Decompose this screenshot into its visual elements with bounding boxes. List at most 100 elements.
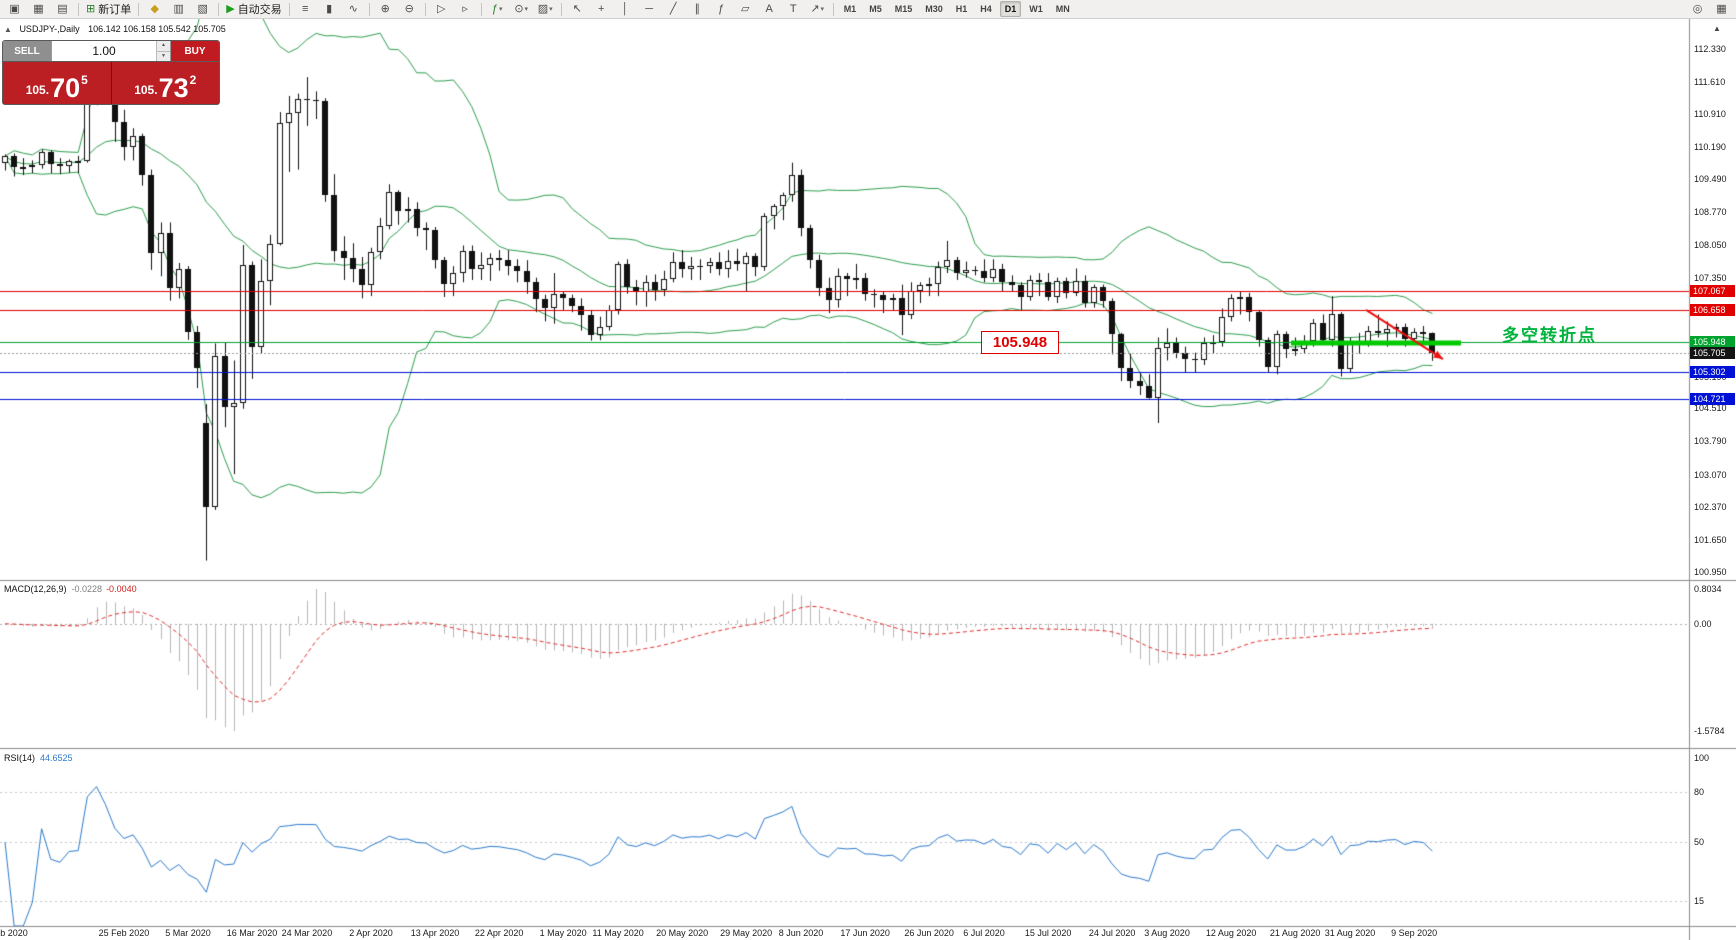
help-icon-glyph: ▦ [1716,2,1727,15]
cursor-icon[interactable]: ↖ [566,0,589,19]
fibonacci-icon[interactable]: ƒ [710,0,733,19]
zoom-out-icon[interactable]: ⊖ [398,0,421,19]
timeframe-m1-button[interactable]: M1 [843,4,857,14]
help-icon[interactable]: ▦ [1710,0,1733,19]
rsi-value: 44.6525 [40,753,73,763]
sell-button[interactable]: 105. 70 5 [3,62,111,104]
bar-chart-icon[interactable]: ≡ [294,0,317,19]
chart-shift-icon: ▹ [462,2,468,15]
templates-icon[interactable]: ▨ ▾ [534,0,557,19]
market-watch-icon: ▤ [57,2,68,15]
line-chart-icon[interactable]: ∿ [342,0,365,19]
timeframe-d1-button[interactable]: D1 [999,1,1022,17]
arrows-dropdown-icon: ▾ [820,6,825,13]
periods-dropdown-icon: ▾ [524,6,529,13]
price-axis-scroll-marker[interactable]: ▲ [1713,24,1721,33]
buy-price-big: 73 [158,72,189,103]
arrows-icon[interactable]: ↗ ▾ [806,0,829,19]
timeframe-w1-button[interactable]: W1 [1029,4,1043,14]
zoom-in-icon[interactable]: ⊕ [374,0,397,19]
bar-chart-icon: ≡ [301,2,309,15]
volume-field: ▲ ▼ [51,41,171,61]
chart-shift-icon[interactable]: ▹ [454,0,477,19]
trendline-icon[interactable]: ╱ [662,0,685,19]
new-order-icon: ⊞ [86,2,96,15]
one-click-trading-panel: SELL ▲ ▼ BUY 105.705 105.732 [2,40,220,105]
indicators-icon[interactable]: ƒ ▾ [486,0,509,19]
crosshair-icon[interactable]: + [590,0,613,19]
horizontal-line-icon[interactable]: ─ [638,0,661,19]
timeframe-m30-button[interactable]: M30 [925,4,943,14]
search-icon-glyph: ◎ [1692,2,1703,15]
sell-tab[interactable]: SELL [3,41,51,61]
volume-increase-button[interactable]: ▲ [157,41,170,52]
macd-signal-value: -0.0040 [106,584,137,594]
toolbar-separator [560,2,562,16]
sell-price-prefix: 105. [25,83,50,97]
macd-label: MACD(12,26,9) -0.0228 -0.0040 [4,584,137,594]
toolbar-separator [832,2,834,16]
chart-symbol-period: USDJPY-,Daily [19,24,80,34]
turning-point-annotation[interactable]: 多空转折点 [1502,326,1597,345]
market-watch-icon[interactable]: ▤ [51,0,74,19]
buy-button[interactable]: 105. 73 2 [111,62,219,104]
new-chart-icon[interactable]: ▣ [3,0,26,19]
chart-profiles-icon: ▦ [33,2,44,15]
timeframe-mn-button[interactable]: MN [1055,4,1070,14]
terminal-icon[interactable]: ▥ [167,0,190,19]
timeframe-m15-button[interactable]: M15 [894,4,913,14]
horizontal-line-icon: ─ [645,2,654,15]
metaeditor-icon[interactable]: ◆ [143,0,166,19]
metaeditor-icon: ◆ [150,2,159,15]
timeframe-h1-button[interactable]: H1 [955,4,968,14]
chart-canvas[interactable] [0,19,1736,940]
fibonacci-icon: ƒ [718,2,725,15]
terminal-icon: ▥ [173,2,184,15]
toolbar-separator [480,2,482,16]
text-icon: A [765,2,773,15]
timeframe-m5-button[interactable]: M5 [869,4,882,14]
new-order-button[interactable]: ⊞ 新订单 [83,0,134,19]
one-click-collapse-toggle[interactable]: ▲ [4,25,12,34]
zoom-out-icon: ⊖ [404,2,414,15]
shapes-icon[interactable]: ▱ [734,0,757,19]
macd-main-value: -0.0228 [71,584,103,594]
volume-spinner: ▲ ▼ [156,41,170,61]
text-label-icon[interactable]: T [782,0,805,19]
auto-scroll-icon[interactable]: ▷ [430,0,453,19]
buy-tab[interactable]: BUY [171,41,219,61]
candlestick-chart-icon: ▮ [326,2,333,15]
cursor-icon: ↖ [572,2,582,15]
strategy-tester-icon[interactable]: ▧ [191,0,214,19]
toolbar-separator [138,2,140,16]
strategy-tester-icon: ▧ [197,2,208,15]
toolbar-separator [424,2,426,16]
autotrading-button[interactable]: ▶ 自动交易 [223,0,284,19]
shapes-icon: ▱ [740,2,750,15]
auto-scroll-icon: ▷ [436,2,446,15]
volume-decrease-button[interactable]: ▼ [157,51,170,61]
periods-icon[interactable]: ⊙ ▾ [510,0,533,19]
toolbar-separator [368,2,370,16]
vertical-line-icon[interactable]: │ [614,0,637,19]
volume-input[interactable] [52,41,156,61]
new-chart-icon: ▣ [9,2,20,15]
toolbar-separator [78,2,79,16]
indicators-icon: ƒ [491,2,498,15]
vertical-line-icon: │ [621,2,629,15]
toolbar-separator [288,2,290,16]
zoom-in-icon: ⊕ [380,2,390,15]
timeframe-h4-button[interactable]: H4 [980,4,992,14]
candlestick-chart-icon[interactable]: ▮ [318,0,341,19]
price-annotation-label[interactable]: 105.948 [981,331,1059,354]
templates-dropdown-icon: ▾ [549,6,553,13]
text-icon[interactable]: A [758,0,781,19]
chart-title: ▲ USDJPY-,Daily 106.142 106.158 105.542 … [4,24,226,34]
autotrading-label: 自动交易 [237,4,282,16]
chart-profiles-icon[interactable]: ▦ [27,0,50,19]
search-icon[interactable]: ◎ [1686,0,1709,19]
sell-price-pip: 5 [81,73,88,87]
equidistant-channel-icon[interactable]: ∥ [686,0,709,19]
rsi-name: RSI(14) [4,753,36,763]
